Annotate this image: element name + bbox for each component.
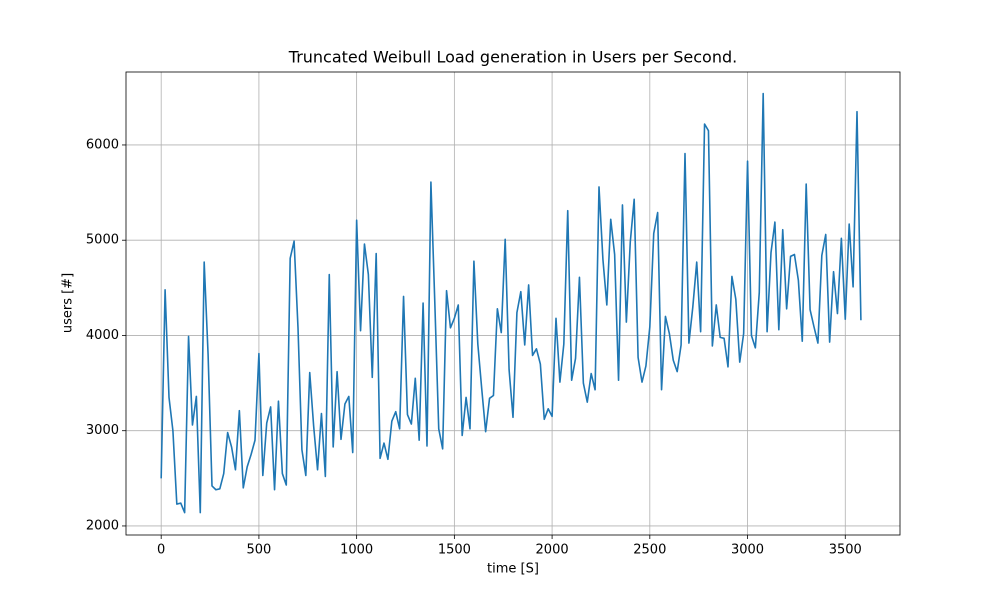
y-tick-label: 4000 (86, 328, 119, 343)
chart-title: Truncated Weibull Load generation in Use… (288, 48, 737, 67)
data-line (160, 92, 862, 514)
x-tick-label: 1500 (438, 543, 471, 558)
y-tick-label: 2000 (86, 518, 119, 533)
x-tick-label: 0 (157, 543, 165, 558)
x-tick-label: 500 (246, 543, 271, 558)
x-tick-label: 2500 (633, 543, 666, 558)
x-tick-label: 2000 (536, 543, 569, 558)
y-tick-label: 6000 (86, 137, 119, 152)
y-tick-label: 5000 (86, 233, 119, 248)
plot-frame (125, 71, 901, 536)
x-tick-label: 1000 (340, 543, 373, 558)
y-tick-label: 3000 (86, 423, 119, 438)
x-tick-label: 3000 (731, 543, 764, 558)
x-tick-label: 3500 (829, 543, 862, 558)
y-axis-label: users [#] (61, 273, 76, 333)
x-axis-label: time [S] (487, 562, 539, 577)
